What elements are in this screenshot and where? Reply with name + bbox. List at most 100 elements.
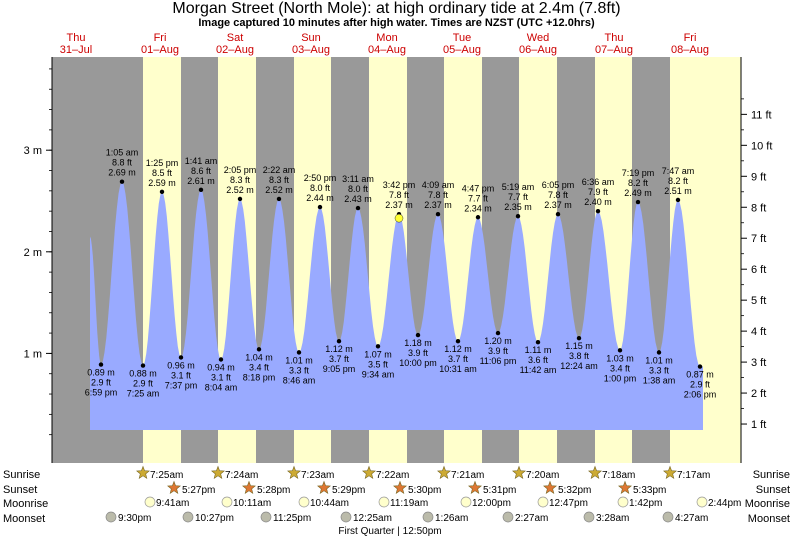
moonrise-icon: [378, 496, 390, 508]
right-tick-label: 4 ft: [751, 326, 766, 338]
high-tide-time: 7:19 pm: [622, 168, 655, 178]
low-tide-ft: 3.8 ft: [569, 351, 590, 361]
high-tide-m: 2.59 m: [148, 178, 176, 188]
high-tide-m: 2.44 m: [306, 193, 334, 203]
low-tide-m: 1.11 m: [525, 345, 552, 355]
day-date: 06–Aug: [519, 44, 557, 56]
moonrise-time: 2:44pm: [708, 498, 741, 509]
moonset-time: 10:27pm: [195, 513, 234, 524]
sunset-time: 5:30pm: [408, 485, 441, 496]
moonrise-time: 10:44am: [310, 498, 349, 509]
day-date: 05–Aug: [443, 44, 481, 56]
moonset-icon: [260, 511, 272, 523]
day-date: 31–Jul: [60, 44, 92, 56]
high-tide-ft: 7.8 ft: [548, 190, 569, 200]
low-tide-ft: 2.9 ft: [91, 378, 112, 388]
high-tide-point: [237, 196, 243, 202]
day-date: 07–Aug: [595, 44, 633, 56]
high-tide-time: 2:05 pm: [224, 165, 257, 175]
high-tide-m: 2.34 m: [464, 203, 492, 213]
sunrise-time: 7:20am: [526, 470, 559, 481]
low-tide-ft: 3.3 ft: [289, 365, 310, 375]
low-tide-m: 1.01 m: [285, 355, 313, 365]
moonrise-time: 9:41am: [156, 498, 189, 509]
high-tide-m: 2.52 m: [226, 185, 254, 195]
sunset-time: 5:27pm: [182, 485, 215, 496]
low-tide-time: 8:46 am: [283, 375, 316, 385]
moonset-icon: [105, 511, 117, 523]
high-tide-m: 2.52 m: [265, 185, 293, 195]
low-tide-m: 1.18 m: [404, 338, 432, 348]
high-tide-time: 7:47 am: [662, 166, 695, 176]
high-tide-m: 2.61 m: [187, 176, 215, 186]
high-tide-point: [159, 189, 165, 195]
day-of-week: Fri: [684, 32, 697, 44]
high-tide-point: [317, 204, 323, 210]
high-tide-m: 2.37 m: [424, 200, 452, 210]
low-tide-ft: 3.4 ft: [249, 362, 270, 372]
moonset-time: 9:30pm: [118, 513, 151, 524]
high-tide-ft: 8.0 ft: [348, 184, 369, 194]
moonset-icon: [583, 511, 595, 523]
sunset-time: 5:29pm: [332, 485, 365, 496]
high-tide-m: 2.49 m: [624, 188, 652, 198]
low-tide-time: 11:42 am: [520, 365, 557, 375]
sunset-icon: [468, 480, 482, 494]
sunrise-time: 7:18am: [602, 470, 635, 481]
high-tide-time: 2:22 am: [263, 165, 296, 175]
day-of-week: Sun: [301, 32, 321, 44]
high-tide-time: 4:09 am: [422, 180, 455, 190]
low-tide-ft: 3.6 ft: [528, 355, 549, 365]
day-labels: Thu31–JulFri01–AugSat02–AugSun03–AugMon0…: [60, 32, 709, 56]
high-tide-m: 2.51 m: [664, 186, 692, 196]
low-tide-point: [415, 332, 421, 338]
low-tide-m: 0.89 m: [87, 368, 115, 378]
high-tide-point: [355, 205, 361, 211]
left-tick-label: 2 m: [24, 247, 42, 259]
low-tide-time: 2:06 pm: [684, 390, 717, 400]
low-tide-m: 0.87 m: [686, 370, 714, 380]
sunrise-icon: [512, 465, 526, 479]
high-tide-ft: 7.8 ft: [428, 190, 449, 200]
right-tick-label: 5 ft: [751, 295, 766, 307]
sunset-time: 5:31pm: [483, 485, 516, 496]
low-tide-point: [495, 330, 501, 336]
day-date: 04–Aug: [368, 44, 406, 56]
high-tide-time: 1:25 pm: [146, 158, 179, 168]
left-tick-label: 3 m: [24, 145, 42, 157]
low-tide-point: [576, 335, 582, 341]
low-tide-time: 8:18 pm: [243, 372, 276, 382]
high-tide-time: 1:05 am: [106, 148, 139, 158]
day-of-week: Fri: [154, 32, 167, 44]
sunset-icon: [167, 480, 181, 494]
high-tide-m: 2.40 m: [584, 197, 612, 207]
high-tide-ft: 7.8 ft: [389, 190, 410, 200]
moonrise-icon: [298, 496, 310, 508]
high-tide-time: 5:19 am: [502, 182, 535, 192]
high-tide-point: [515, 214, 521, 219]
low-tide-time: 7:25 am: [127, 389, 160, 399]
chart-subtitle: Image captured 10 minutes after high wat…: [198, 17, 595, 29]
low-tide-m: 0.96 m: [167, 360, 195, 370]
high-tide-m: 2.37 m: [385, 200, 413, 210]
moonset-time: 4:27am: [675, 513, 708, 524]
low-tide-time: 1:38 am: [643, 375, 676, 385]
high-tide-m: 2.69 m: [108, 168, 136, 178]
moon-phase-label: First Quarter | 12:50pm: [338, 526, 441, 537]
moonset-icon: [182, 511, 194, 523]
high-tide-time: 6:05 pm: [542, 180, 575, 190]
low-tide-ft: 3.1 ft: [171, 370, 192, 380]
day-of-week: Sat: [227, 32, 244, 44]
high-tide-time: 1:41 am: [185, 156, 218, 166]
right-tick-label: 7 ft: [751, 233, 766, 245]
sunset-icon: [242, 480, 256, 494]
low-tide-ft: 3.9 ft: [408, 348, 429, 358]
high-tide-m: 2.37 m: [544, 200, 572, 210]
day-of-week: Thu: [605, 32, 624, 44]
high-tide-ft: 8.8 ft: [112, 158, 133, 168]
moonset-time: 12:25am: [353, 513, 392, 524]
sunrise-row-label: Sunrise: [3, 469, 40, 481]
low-tide-time: 12:24 am: [560, 361, 598, 371]
moonrise-icon: [144, 496, 156, 508]
